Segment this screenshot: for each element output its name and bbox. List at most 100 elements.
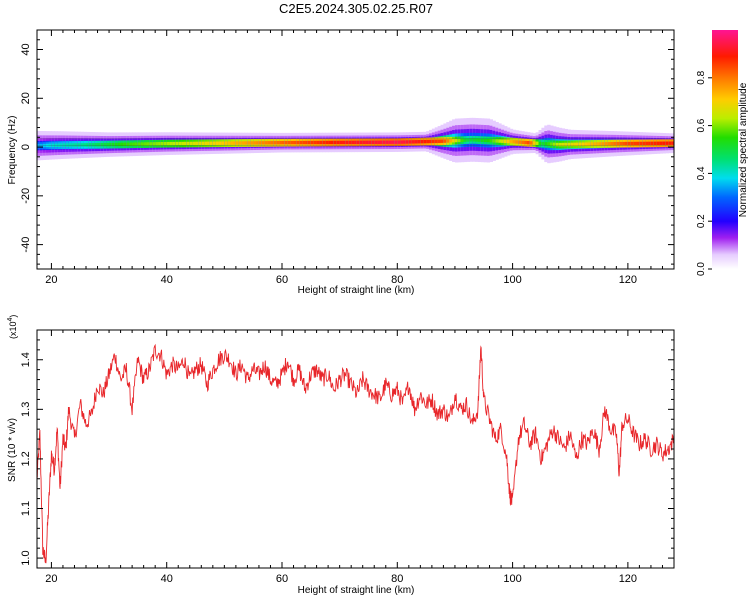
- colorbar-tick-label: 0.0: [696, 262, 707, 276]
- spectrogram-cell: [622, 141, 626, 146]
- spectrogram-cell: [480, 138, 485, 142]
- spectrogram-panel: 20 40 60 80 100 120 -40 -20 0 20 40 Height of stra…: [7, 29, 675, 296]
- spectrogram-cell: [45, 143, 50, 148]
- spectrogram-cell: [446, 139, 450, 143]
- spectrogram-cell: [117, 142, 122, 147]
- spectrogram-cell: [527, 140, 531, 145]
- spectrogram-cell: [284, 140, 289, 145]
- spectrogram-cell: [39, 143, 44, 148]
- spectrogram-cell: [201, 141, 205, 146]
- spectrogram-cell: [578, 142, 583, 146]
- snr-x-axis-label: Height of straight line (km): [298, 585, 415, 596]
- spectrogram-cell: [270, 141, 274, 145]
- spectrogram-cell: [247, 141, 251, 145]
- spectrogram-cell: [106, 142, 110, 147]
- y-tick-label: 0: [20, 144, 32, 150]
- spectrogram-cell: [478, 138, 482, 142]
- spectrogram-cell: [111, 142, 116, 147]
- spectrogram-cell: [307, 140, 312, 145]
- spectrogram-frame: [36, 29, 675, 270]
- spectrogram-cell: [434, 139, 439, 144]
- spectrogram-cell: [665, 141, 669, 145]
- spectrogram-cell: [671, 141, 674, 145]
- spectrogram-cell: [137, 142, 142, 146]
- spectrogram-cell: [244, 141, 249, 145]
- spectrogram-cell: [616, 141, 620, 146]
- spectrogram-cell: [158, 142, 162, 146]
- spectrogram-cell: [650, 141, 655, 146]
- spectrogram-cell: [287, 140, 292, 145]
- spectrogram-cell: [362, 140, 367, 145]
- spectrogram-cell: [253, 141, 257, 145]
- colorbar-gradient: [712, 30, 738, 269]
- spectrogram-cell: [593, 142, 597, 146]
- spectrogram-cell: [417, 140, 421, 144]
- spectrogram-cell: [405, 140, 410, 144]
- spectrogram-cell: [423, 139, 427, 144]
- spectrogram-cell: [596, 142, 600, 146]
- spectrogram-cell: [336, 140, 341, 145]
- spectrogram-cell: [512, 140, 517, 144]
- spectrogram-cell: [204, 141, 208, 146]
- colorbar-tick-label: 0.4: [696, 166, 707, 180]
- spectrogram-cell: [261, 141, 266, 145]
- spectrogram-cell: [374, 140, 378, 144]
- snr-multiplier-close: ): [8, 315, 18, 318]
- spectrogram-cell: [42, 143, 47, 148]
- spectrogram-cell: [558, 142, 563, 147]
- spectrogram-cell: [495, 139, 499, 143]
- spectrogram-cell: [65, 143, 70, 147]
- spectrogram-cell: [94, 143, 99, 147]
- spectrogram-cell: [140, 142, 145, 146]
- spectrogram-cell: [662, 141, 666, 145]
- spectrogram-cell: [305, 140, 309, 145]
- spectrogram-cell: [506, 139, 511, 144]
- spectrogram-cell: [492, 139, 496, 143]
- spectrogram-cell: [348, 140, 352, 145]
- spectrogram-cell: [109, 142, 113, 147]
- spectrogram-cell: [97, 143, 102, 147]
- x-tick-label: 80: [391, 274, 403, 286]
- spectrogram-cell: [189, 141, 194, 146]
- spectrogram-cell: [57, 143, 61, 147]
- spectrogram-cell: [503, 139, 508, 144]
- spectrogram-cell: [518, 140, 522, 144]
- spectrogram-cell: [573, 142, 577, 147]
- snr-axes: 20 40 60 80 100 120 1.0 1.1 1.2 1.3 1.4: [20, 330, 674, 585]
- spectrogram-cell: [668, 141, 672, 145]
- x-tick-label: 100: [503, 274, 521, 286]
- spectrogram-cell: [155, 142, 159, 146]
- spectrogram-cell: [258, 141, 263, 145]
- spectrogram-cell: [192, 141, 197, 146]
- spectrogram-cell: [218, 141, 223, 145]
- spectrogram-cell: [132, 142, 136, 146]
- spectrogram-cell: [319, 140, 323, 145]
- spectrogram-cell: [227, 141, 231, 145]
- spectrogram-cell: [397, 140, 401, 144]
- spectrogram-cell: [452, 138, 456, 143]
- spectrogram-cell: [178, 141, 182, 146]
- spectrogram-cell: [152, 142, 156, 146]
- spectrogram-cell: [256, 141, 260, 145]
- spectrogram-cell: [610, 142, 615, 146]
- spectrogram-cell: [328, 140, 332, 145]
- spectrogram-cell: [250, 141, 254, 145]
- spectrogram-cell: [238, 141, 243, 145]
- spectrogram-cell: [282, 140, 286, 145]
- spectrogram-cell: [371, 140, 375, 144]
- spectrogram-cell: [68, 143, 73, 147]
- spectrogram-cell: [564, 142, 568, 147]
- spectrogram-x-axis-label: Height of straight line (km): [298, 285, 415, 296]
- spectrogram-cell: [630, 141, 635, 146]
- spectrogram-cell: [86, 143, 90, 147]
- snr-multiplier: (x104): [7, 315, 18, 339]
- spectrogram-cell: [345, 140, 349, 145]
- spectrogram-cell: [625, 141, 629, 146]
- spectrogram-cell: [524, 140, 528, 145]
- spectrogram-cell: [60, 143, 64, 147]
- snr-panel: 20 40 60 80 100 120 1.0 1.1 1.2 1.3 1.4 Height of …: [7, 315, 675, 596]
- spectrogram-cell: [313, 140, 318, 145]
- y-tick-label: 40: [20, 43, 32, 55]
- spectrogram-cell: [633, 141, 638, 146]
